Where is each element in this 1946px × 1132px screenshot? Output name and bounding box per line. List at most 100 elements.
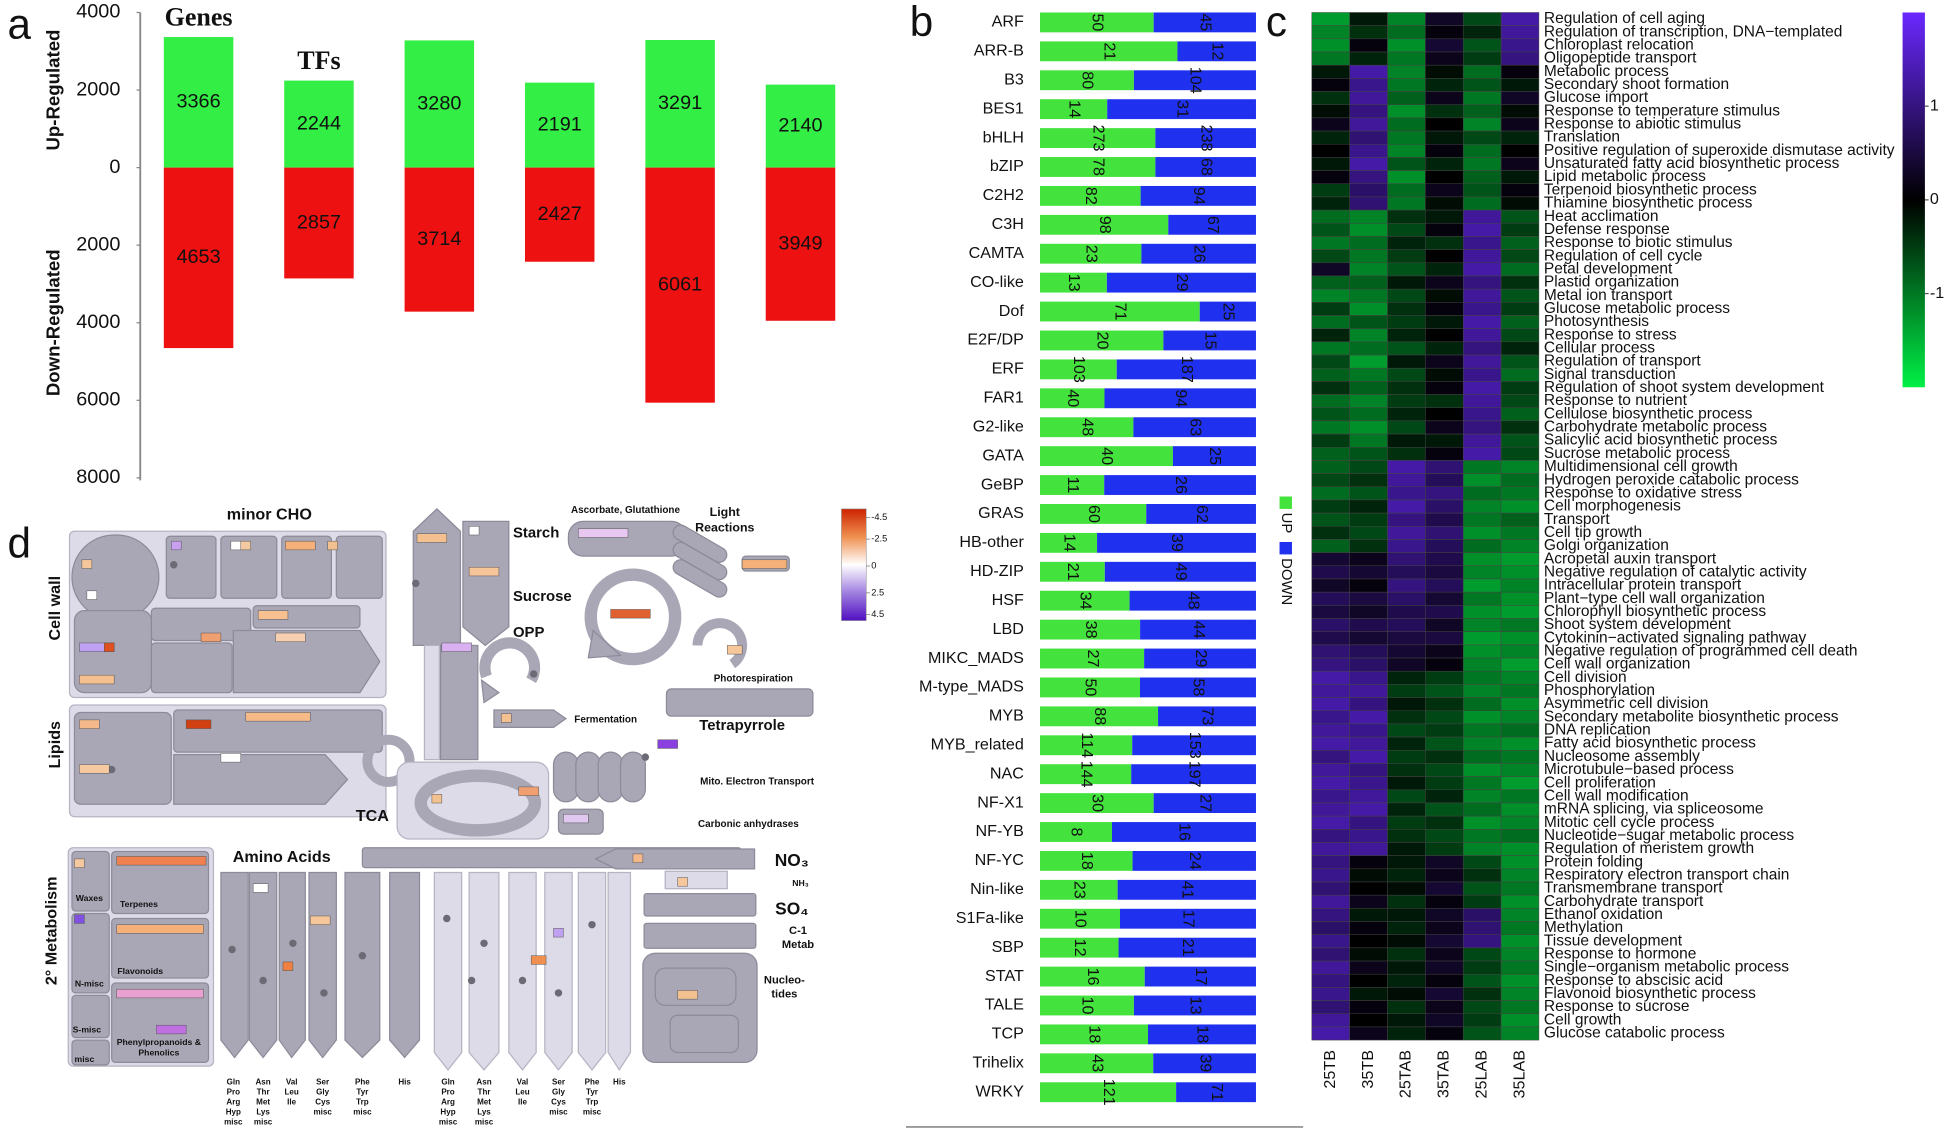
heatmap-cell xyxy=(1349,894,1388,909)
data-label: 16 xyxy=(1176,823,1194,841)
data-label: 41 xyxy=(1179,881,1197,899)
heatmap-cell xyxy=(1349,670,1388,685)
heatmap-cell xyxy=(1500,855,1540,870)
heatmap-cell xyxy=(1425,143,1464,158)
row-label: Response to biotic stimulus xyxy=(1544,234,1733,251)
heatmap-cell xyxy=(1387,236,1426,250)
heatmap-cell xyxy=(1311,578,1350,593)
row-label: Response to nutrient xyxy=(1544,392,1688,409)
heatmap-cell xyxy=(1462,776,1502,791)
bar-segment xyxy=(1040,359,1117,380)
heatmap-cell xyxy=(1387,987,1426,1001)
diagram-label: His xyxy=(398,1077,411,1086)
data-label: 14 xyxy=(1060,534,1078,552)
diagram-label: misc xyxy=(314,1108,333,1117)
diagram-label: Pro xyxy=(227,1087,240,1096)
heatmap-cell xyxy=(1349,25,1388,40)
heatmap-cell xyxy=(1500,1026,1540,1041)
bar-segment xyxy=(1040,504,1147,524)
heatmap-cell xyxy=(1425,815,1464,830)
diagram-label: C-1 xyxy=(789,925,807,937)
diagram-label: Light xyxy=(710,505,740,519)
bar-segment xyxy=(1129,590,1256,611)
colorbar-tick-label: 1 xyxy=(1930,96,1939,114)
data-label: 12 xyxy=(1071,939,1089,957)
bar-segment xyxy=(1104,388,1256,409)
heatmap-cell xyxy=(1462,684,1502,698)
bar-segment xyxy=(1040,532,1098,553)
heatmap-cell xyxy=(1462,565,1502,580)
column-label: 25TB xyxy=(1321,1050,1339,1089)
data-label: 13 xyxy=(1065,274,1083,292)
heatmap-cell xyxy=(1500,605,1540,619)
heatmap-cell xyxy=(1311,750,1350,764)
diagram-label: Thr xyxy=(257,1087,271,1096)
bar-segment xyxy=(1119,908,1256,929)
heatmap-cell xyxy=(1311,433,1350,448)
row-label: Unsaturated fatty acid biosynthetic proc… xyxy=(1544,155,1840,172)
row-label: Metal ion transport xyxy=(1544,287,1673,304)
heatmap-cell xyxy=(1425,908,1464,922)
heatmap-cell xyxy=(1500,104,1540,119)
heatmap-cell xyxy=(1387,1026,1426,1041)
bar-segment xyxy=(1040,908,1120,929)
heatmap-cell xyxy=(1349,170,1388,184)
heatmap-cell xyxy=(1500,526,1540,540)
data-label: 2140 xyxy=(778,114,822,136)
bar-segment xyxy=(1040,822,1112,842)
heatmap-cell xyxy=(1425,170,1464,184)
heatmap-cell xyxy=(1349,117,1388,132)
colorbar-tick-label: -1 xyxy=(1930,284,1944,302)
heatmap-cell xyxy=(1425,1000,1464,1014)
data-label: 18 xyxy=(1194,1025,1212,1043)
heatmap-cell xyxy=(1349,433,1388,448)
category-label: TALE xyxy=(985,996,1024,1014)
heatmap-cell xyxy=(1311,591,1350,606)
annotation: Genes xyxy=(165,3,233,32)
panel-label: a xyxy=(7,1,31,48)
heatmap-cell xyxy=(1425,130,1464,145)
data-label: 48 xyxy=(1184,592,1202,610)
heatmap-cell xyxy=(1462,38,1502,53)
heatmap-cell xyxy=(1500,1000,1540,1014)
heatmap-cell xyxy=(1462,960,1502,975)
diagram-label: Cys xyxy=(551,1098,566,1107)
bar-segment xyxy=(1040,793,1154,814)
heatmap-cell xyxy=(1425,12,1464,26)
category-label: CO-like xyxy=(970,273,1024,291)
heatmap-cell xyxy=(1349,275,1388,290)
panel-label: c xyxy=(1266,0,1287,45)
heatmap-cell xyxy=(1311,183,1350,198)
row-label: Golgi organization xyxy=(1544,537,1669,554)
bar-segment xyxy=(1104,561,1256,582)
heatmap-cell xyxy=(1462,446,1502,461)
heatmap-cell xyxy=(1387,381,1426,395)
row-label: Cell proliferation xyxy=(1544,774,1656,791)
bar-segment xyxy=(1146,504,1256,524)
heatmap-cell xyxy=(1387,64,1426,79)
heatmap-cell xyxy=(1387,420,1426,435)
category-label: GeBP xyxy=(981,475,1024,493)
heatmap-cell xyxy=(1425,921,1464,935)
heatmap-cell xyxy=(1311,565,1350,580)
heatmap-cell xyxy=(1349,328,1388,343)
row-label: Response to temperature stimulus xyxy=(1544,102,1780,119)
heatmap-cell xyxy=(1387,670,1426,685)
heatmap-cell xyxy=(1311,38,1350,53)
heatmap-cell xyxy=(1311,881,1350,896)
heatmap-cell xyxy=(1311,341,1350,356)
heatmap-cell xyxy=(1387,1013,1426,1028)
heatmap-cell xyxy=(1387,354,1426,369)
heatmap-cell xyxy=(1349,578,1388,593)
diagram-label: misc xyxy=(353,1108,372,1117)
row-label: Chlorophyll biosynthetic process xyxy=(1544,603,1767,620)
heatmap-cell xyxy=(1425,209,1464,224)
heatmap-cell xyxy=(1311,170,1350,184)
scale-tick-label: 4.5 xyxy=(871,609,884,619)
heatmap-cell xyxy=(1387,367,1426,382)
column-label: 35TAB xyxy=(1435,1050,1453,1098)
heatmap-cell xyxy=(1425,512,1464,527)
heatmap-cell xyxy=(1425,960,1464,975)
bar-segment xyxy=(1176,1082,1256,1103)
bar-segment xyxy=(1040,185,1141,206)
